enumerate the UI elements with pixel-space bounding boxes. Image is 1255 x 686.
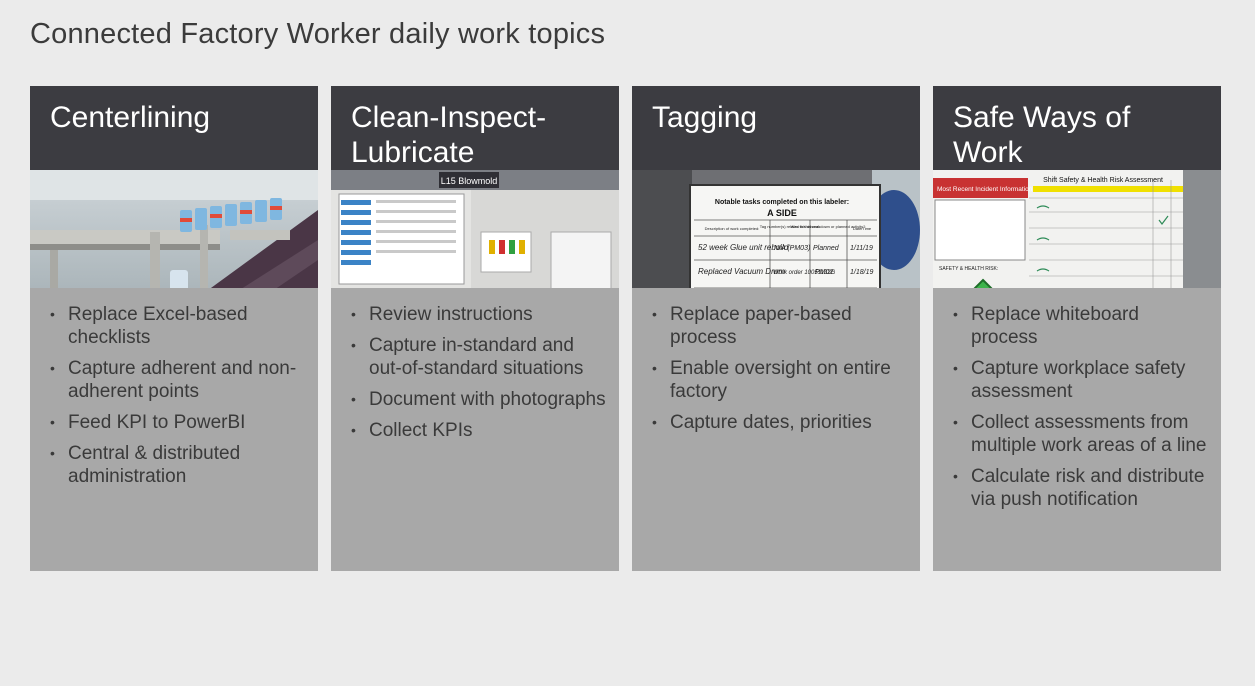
list-item: Capture in-standard and out-of-standard … xyxy=(351,334,607,380)
list-item: Review instructions xyxy=(351,303,607,326)
list-item: Calculate risk and distribute via push n… xyxy=(953,465,1209,511)
list-item: Enable oversight on entire factory xyxy=(652,357,908,403)
svg-text:Description of work completed:: Description of work completed: xyxy=(705,226,760,231)
list-item: Replace whiteboard process xyxy=(953,303,1209,349)
svg-text:1/18/19: 1/18/19 xyxy=(850,269,873,276)
svg-text:Shift Safety & Health Risk Ass: Shift Safety & Health Risk Assessment xyxy=(1043,177,1163,184)
page-title: Connected Factory Worker daily work topi… xyxy=(30,18,606,50)
list-item: Document with photographs xyxy=(351,388,607,411)
svg-text:PM02: PM02 xyxy=(815,269,833,276)
svg-text:Planned: Planned xyxy=(813,245,840,252)
topic-bullets-centerlining: Replace Excel-based checklists Capture a… xyxy=(30,288,318,571)
list-item: Feed KPI to PowerBI xyxy=(50,411,306,434)
topic-bullets-tagging: Replace paper-based process Enable overs… xyxy=(632,288,920,571)
topic-heading: Tagging xyxy=(632,86,920,170)
svg-text:A SIDE: A SIDE xyxy=(767,208,797,218)
list-item: Collect assessments from multiple work a… xyxy=(953,411,1209,457)
topic-bullets-cil: Review instructions Capture in-standard … xyxy=(331,288,619,571)
topic-heading: Safe Ways of Work xyxy=(933,86,1221,170)
list-item: Replace Excel-based checklists xyxy=(50,303,306,349)
svg-text:Was this a breakdown or planne: Was this a breakdown or planned activity… xyxy=(791,224,867,229)
svg-text:N/A (PM03): N/A (PM03) xyxy=(774,245,810,252)
svg-text:52 week Glue unit rebuild: 52 week Glue unit rebuild xyxy=(698,243,789,252)
list-item: Replace paper-based process xyxy=(652,303,908,349)
topic-bullets-safe-ways: Replace whiteboard process Capture workp… xyxy=(933,288,1221,571)
list-item: Capture workplace safety assessment xyxy=(953,357,1209,403)
list-item: Collect KPIs xyxy=(351,419,607,442)
topic-heading: Centerlining xyxy=(30,86,318,170)
svg-text:Most Recent Incident Informati: Most Recent Incident Information xyxy=(937,186,1033,193)
topic-heading: Clean-Inspect-Lubricate xyxy=(331,86,619,170)
svg-text:Date/Time: Date/Time xyxy=(853,226,872,231)
svg-text:Tag number(s) related to this: Tag number(s) related to this work xyxy=(760,224,820,229)
list-item: Central & distributed administration xyxy=(50,442,306,488)
svg-text:Replaced Vacuum Drum: Replaced Vacuum Drum xyxy=(698,267,785,276)
svg-text:SAFETY & HEALTH RISK:: SAFETY & HEALTH RISK: xyxy=(939,266,998,272)
svg-text:Notable tasks completed on thi: Notable tasks completed on this labeler: xyxy=(715,199,849,206)
list-item: Capture adherent and non-adherent points xyxy=(50,357,306,403)
cil-sign-text: L15 Blowmold xyxy=(441,176,498,186)
list-item: Capture dates, priorities xyxy=(652,411,908,434)
svg-text:1/11/19: 1/11/19 xyxy=(850,245,873,252)
svg-text:Work order 10051132G: Work order 10051132G xyxy=(773,270,836,276)
